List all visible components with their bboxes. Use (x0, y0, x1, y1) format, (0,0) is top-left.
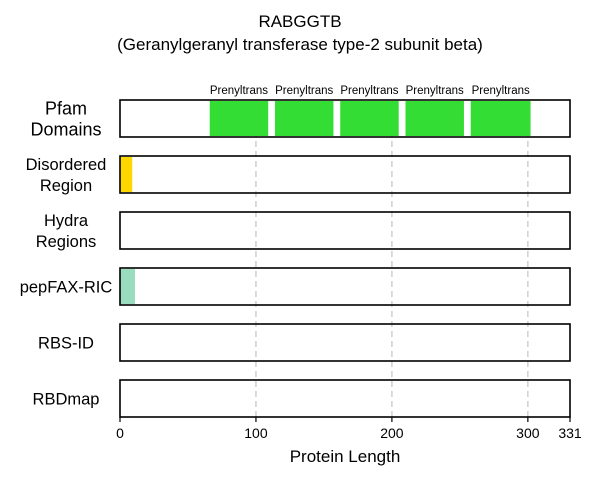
x-tick-label-0: 0 (116, 425, 124, 441)
chart-title: RABGGTB (258, 12, 342, 31)
track-label-pfam-domains: Pfam Domains (30, 98, 101, 139)
x-axis-label: Protein Length (290, 447, 401, 466)
track-frame-hydra-regions (119, 211, 571, 250)
track-label-pepfax-ric: pepFAX-RIC (20, 278, 113, 296)
track-label-line: Region (40, 177, 92, 195)
track-label-line: RBS-ID (38, 334, 94, 352)
track-frame-pepfax-ric (119, 267, 571, 306)
segment-label-pfam-domains-5: Prenyltrans (472, 85, 530, 97)
track-label-line: RBDmap (33, 390, 100, 408)
track-label-line: Disordered (26, 156, 107, 174)
track-label-line: Domains (30, 119, 101, 139)
track-frame-disordered-region (119, 155, 571, 194)
segment-pfam-domains-5 (470, 101, 531, 136)
segment-pepfax-ric-1 (120, 269, 135, 304)
track-label-hydra-regions: Hydra Regions (36, 212, 97, 251)
chart-subtitle: (Geranylgeranyl transferase type-2 subun… (117, 35, 483, 54)
track-label-rbs-id: RBS-ID (38, 334, 94, 352)
segment-pfam-domains-4 (405, 101, 464, 136)
x-tick-label-300: 300 (516, 425, 540, 441)
segment-disordered-region-1 (120, 157, 133, 192)
track-label-line: Hydra (44, 212, 89, 230)
track-label-line: pepFAX-RIC (20, 278, 113, 296)
track-label-rbdmap: RBDmap (33, 390, 100, 408)
track-label-line: Regions (36, 233, 97, 251)
track-label-line: Pfam (45, 98, 87, 118)
segment-label-pfam-domains-1: Prenyltrans (210, 85, 268, 97)
x-tick-label-200: 200 (380, 425, 404, 441)
track-frame-rbs-id (119, 323, 571, 362)
segment-label-pfam-domains-2: Prenyltrans (275, 85, 333, 97)
segment-label-pfam-domains-4: Prenyltrans (406, 85, 464, 97)
x-tick-label-331: 331 (558, 425, 582, 441)
track-label-disordered-region: Disordered Region (26, 156, 107, 195)
segment-pfam-domains-3 (340, 101, 399, 136)
x-tick-label-100: 100 (244, 425, 268, 441)
segment-label-pfam-domains-3: Prenyltrans (340, 85, 398, 97)
segment-pfam-domains-2 (274, 101, 334, 136)
track-frame-rbdmap (119, 379, 571, 418)
segment-pfam-domains-1 (209, 101, 269, 136)
track-frame-pfam-domains (119, 99, 571, 138)
